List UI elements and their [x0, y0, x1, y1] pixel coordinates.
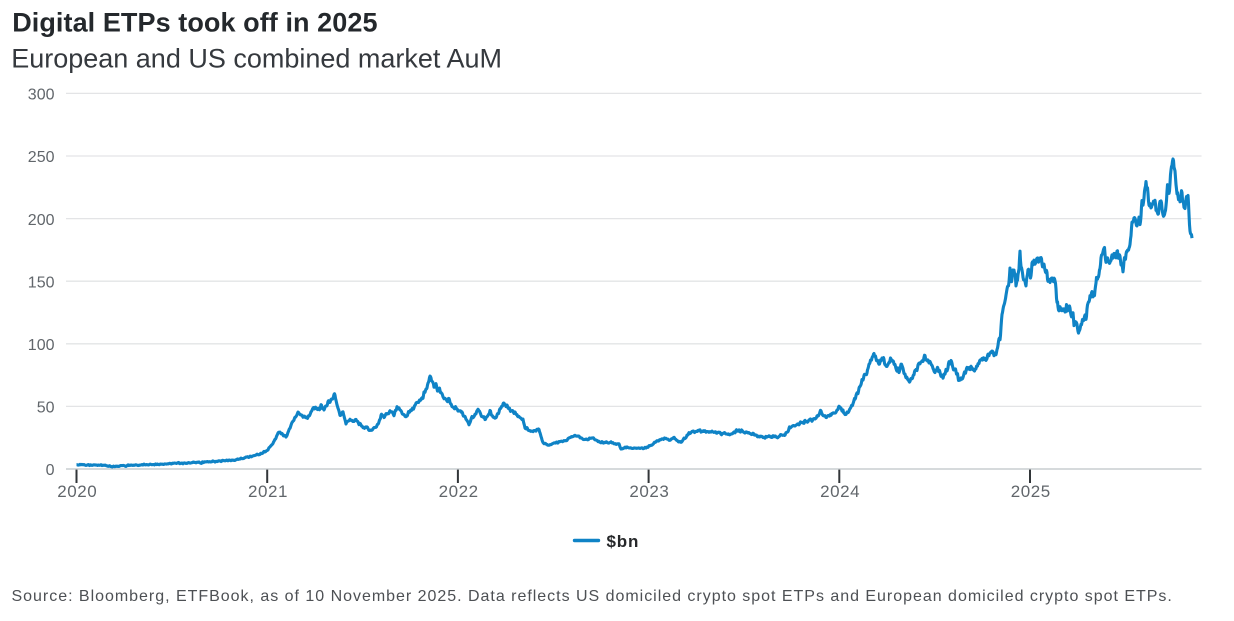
svg-text:2022: 2022 — [439, 482, 479, 501]
svg-text:2020: 2020 — [57, 482, 97, 501]
svg-text:European and US combined marke: European and US combined market AuM — [11, 43, 502, 73]
svg-text:Source: Bloomberg, ETFBook, as: Source: Bloomberg, ETFBook, as of 10 Nov… — [12, 588, 1173, 605]
svg-text:300: 300 — [28, 87, 55, 104]
svg-text:50: 50 — [37, 400, 55, 417]
svg-text:2021: 2021 — [248, 482, 288, 501]
svg-text:100: 100 — [28, 337, 55, 354]
svg-text:2023: 2023 — [629, 482, 669, 501]
svg-text:250: 250 — [28, 149, 55, 166]
svg-text:2025: 2025 — [1011, 482, 1051, 501]
svg-text:200: 200 — [28, 212, 55, 229]
svg-text:Digital ETPs took off in 2025: Digital ETPs took off in 2025 — [12, 7, 377, 37]
svg-text:$bn: $bn — [607, 532, 640, 551]
svg-text:2024: 2024 — [820, 482, 860, 501]
svg-text:0: 0 — [46, 462, 55, 479]
svg-text:150: 150 — [28, 274, 55, 291]
